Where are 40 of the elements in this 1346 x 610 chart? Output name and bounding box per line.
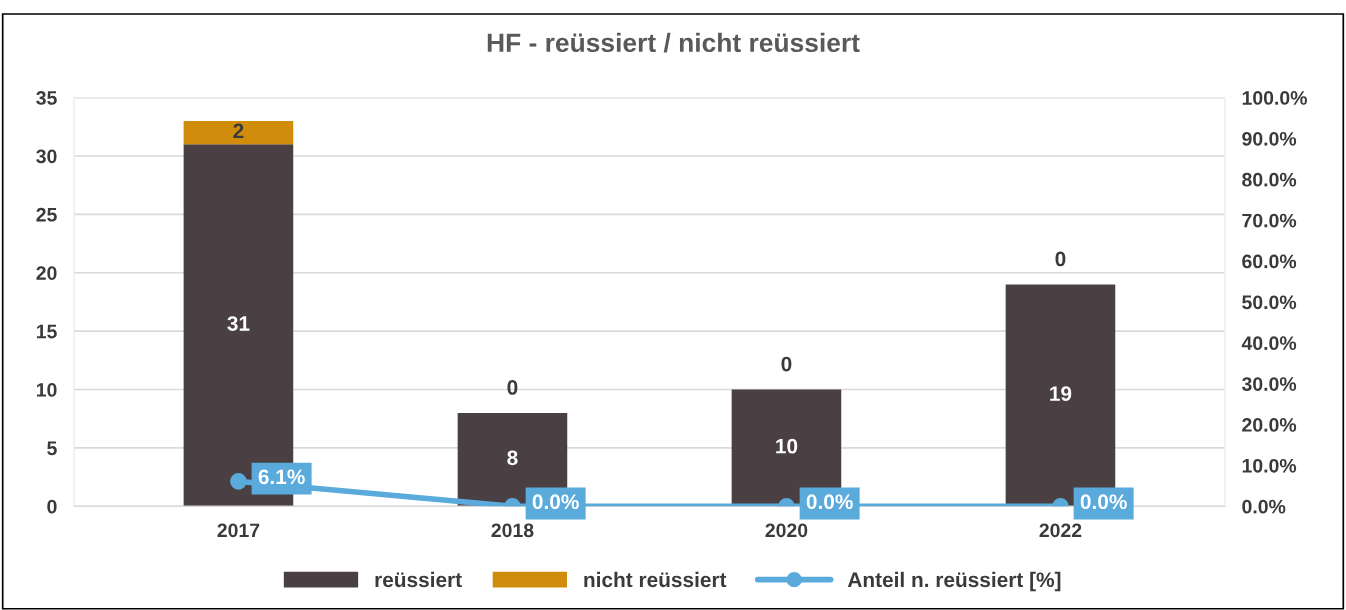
data-label: 19: [1050, 386, 1072, 401]
data-label: 10: [776, 438, 798, 454]
y2-tick-label: 20.0%: [1242, 418, 1297, 432]
y2-tick-label: 100.0%: [1242, 91, 1307, 105]
x-tick-label: 2020: [765, 523, 808, 538]
y2-tick-label: 30.0%: [1241, 377, 1297, 391]
y2-tick-label: 0.0%: [1242, 499, 1286, 514]
y2-tick-label: 50.0%: [1242, 295, 1297, 310]
data-label: 2: [233, 123, 244, 139]
data-label: 0.0%: [1080, 494, 1127, 510]
legend-label: Anteil n. reüssiert [%]: [847, 571, 1061, 592]
y-tick-label: 35: [36, 91, 57, 105]
data-label: 0: [507, 380, 518, 395]
x-tick-label: 2017: [217, 523, 260, 538]
data-label: 0.0%: [806, 494, 853, 510]
data-label: 8: [507, 450, 518, 466]
y-tick-label: 10: [36, 383, 57, 397]
x-tick-label: 2018: [491, 523, 534, 538]
y2-tick-label: 70.0%: [1242, 213, 1297, 228]
y2-tick-label: 40.0%: [1241, 336, 1297, 351]
data-label: 0: [1055, 251, 1066, 267]
data-label: 31: [227, 316, 250, 331]
legend-label: nicht reüssiert: [584, 571, 727, 588]
chart-title: HF - reüssiert / nicht reüssiert: [487, 32, 860, 53]
y2-tick-label: 10.0%: [1242, 458, 1297, 473]
bar: [183, 120, 294, 145]
y2-tick-label: 90.0%: [1242, 131, 1297, 146]
y-tick-label: 30: [36, 149, 57, 164]
y-tick-label: 20: [36, 266, 57, 280]
y2-tick-label: 60.0%: [1242, 254, 1297, 269]
data-label: 0: [781, 356, 792, 372]
data-label: 6.1%: [258, 469, 305, 485]
y-tick-label: 15: [36, 324, 57, 339]
y-tick-label: 0: [47, 499, 57, 514]
legend-label: reüssiert: [375, 571, 462, 588]
data-label: 0.0%: [532, 494, 579, 510]
x-tick-label: 2022: [1039, 523, 1082, 538]
y2-tick-label: 80.0%: [1242, 172, 1297, 187]
y-tick-label: 25: [36, 207, 57, 222]
y-tick-label: 5: [47, 441, 57, 456]
